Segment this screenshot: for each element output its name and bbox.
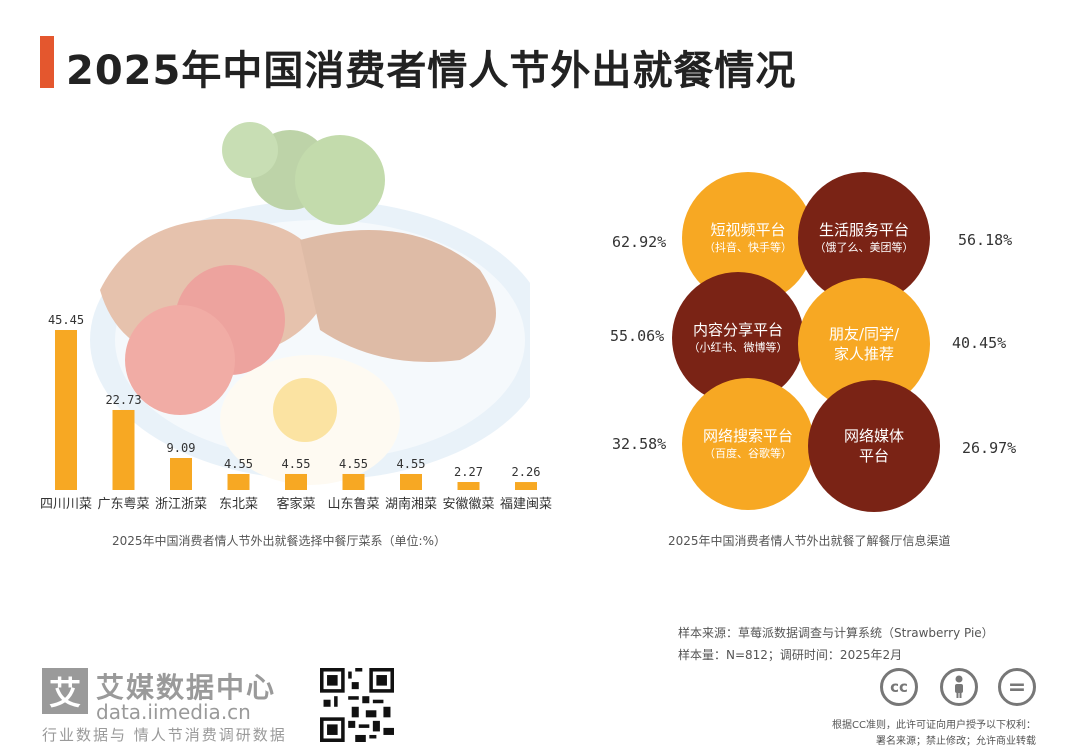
bar-category-label-2: 浙江浙菜 (155, 497, 207, 512)
bar-3 (227, 473, 250, 490)
bar-1 (112, 409, 135, 490)
bar-0 (55, 330, 77, 490)
iimedia-logo-icon: 艾 (42, 668, 88, 714)
license-line-1: 根据CC准则，此许可证向用户授予以下权利： (832, 720, 1036, 731)
bar-chart-caption: 2025年中国消费者情人节外出就餐选择中餐厅菜系（单位:%） (112, 534, 446, 548)
source-line-1: 样本来源：草莓派数据调查与计算系统（Strawberry Pie） (678, 626, 994, 640)
bar-value-label-5: 4.55 (339, 457, 368, 471)
bubble-pct-3: 40.45% (952, 334, 1007, 352)
bar-5 (342, 473, 365, 490)
bar-category-label-7: 安徽徽菜 (442, 497, 494, 512)
bar-8 (515, 482, 537, 490)
bubble-sub-0: （抖音、快手等） (704, 241, 792, 254)
bar-6 (400, 473, 422, 490)
bar-value-label-4: 4.55 (282, 457, 311, 471)
food-illustration (90, 122, 530, 485)
license-line-2: 署名来源；禁止修改；允许商业转载 (876, 736, 1036, 747)
page-title: 2025年中国消费者情人节外出就餐情况 (66, 48, 797, 94)
bar-7 (457, 482, 480, 490)
title-accent-bar (40, 36, 54, 88)
bubble-web-media: 网络媒体 平台 (808, 380, 940, 512)
bubble-sub-3: 家人推荐 (833, 345, 894, 363)
bar-value-label-3: 4.55 (224, 457, 253, 471)
bar-value-label-6: 4.55 (397, 457, 426, 471)
bubble-sub-1: （饿了么、美团等） (814, 241, 914, 254)
bar-value-label-8: 2.26 (512, 465, 541, 479)
bubble-pct-1: 56.18% (958, 231, 1013, 249)
bar-value-label-2: 9.09 (167, 441, 196, 455)
cuisine-bar-chart: 45.45 四川川菜 22.73 广东粤菜 9.09 浙江浙菜 4.55 东北菜 4.55 客家菜… (40, 313, 552, 512)
bubble-pct-2: 55.06% (610, 327, 665, 345)
bubble-sub-4: （百度、谷歌等） (704, 447, 792, 460)
bar-category-label-5: 山东鲁菜 (327, 497, 379, 512)
bar-value-label-7: 2.27 (454, 465, 483, 479)
bubble-sub-2: （小红书、微博等） (688, 341, 788, 354)
bubble-label-1: 生活服务平台 (818, 221, 909, 239)
logo-url: data.iimedia.cn (96, 700, 251, 724)
bubble-pct-0: 62.92% (612, 233, 667, 251)
bubble-label-4: 网络搜索平台 (702, 427, 793, 445)
attribution-person-icon (940, 668, 978, 706)
logo-subtitle: 行业数据与 情人节消费调研数据 (42, 726, 287, 744)
bar-value-label-1: 22.73 (105, 393, 141, 407)
no-derivatives-icon: = (998, 668, 1036, 706)
bar-category-label-4: 客家菜 (276, 496, 315, 512)
bubble-label-0: 短视频平台 (710, 221, 786, 239)
source-line-2: 样本量：N=812；调研时间：2025年2月 (678, 648, 903, 662)
bubble-label-2: 内容分享平台 (692, 321, 783, 339)
qr-code-icon (320, 668, 394, 742)
bar-4 (285, 473, 307, 490)
bar-category-label-0: 四川川菜 (40, 497, 92, 512)
bar-category-label-6: 湖南湘菜 (385, 496, 437, 512)
bubble-sub-5: 平台 (858, 447, 889, 465)
bar-2 (170, 458, 192, 490)
bubble-web-search: 网络搜索平台 （百度、谷歌等） (682, 378, 814, 510)
bubble-chart-caption: 2025年中国消费者情人节外出就餐了解餐厅信息渠道 (668, 534, 951, 548)
bubble-pct-5: 26.97% (962, 439, 1017, 457)
bar-category-label-8: 福建闽菜 (500, 497, 552, 512)
logo-name: 艾媒数据中心 (96, 671, 277, 704)
bar-category-label-1: 广东粤菜 (97, 496, 149, 512)
bubble-label-5: 网络媒体 (843, 427, 904, 445)
cc-license-icon: cc (880, 668, 918, 706)
bar-category-label-3: 东北菜 (219, 497, 258, 512)
bubble-pct-4: 32.58% (612, 435, 667, 453)
bar-value-label-0: 45.45 (48, 313, 84, 327)
bubble-label-3: 朋友/同学/ (828, 325, 900, 343)
